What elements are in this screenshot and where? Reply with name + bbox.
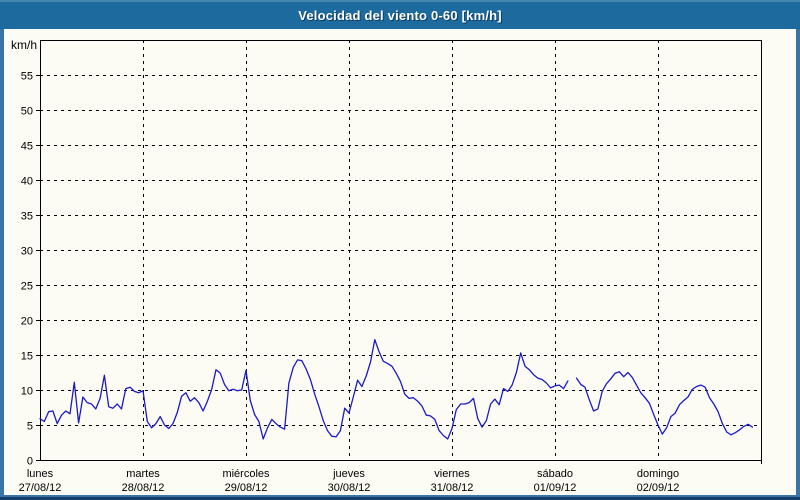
y-tick-label: 30 <box>21 246 33 258</box>
day-date-label: 31/08/12 <box>431 482 474 494</box>
y-tick-label: 50 <box>21 106 33 118</box>
y-axis-unit-label: km/h <box>11 38 37 52</box>
y-tick-label: 40 <box>21 176 33 188</box>
day-name-label: sábado <box>537 468 573 480</box>
y-tick-label: 5 <box>27 421 33 433</box>
chart-title-bar: Velocidad del viento 0-60 [km/h] <box>0 0 800 29</box>
day-date-label: 27/08/12 <box>19 482 62 494</box>
y-tick-label: 10 <box>21 386 33 398</box>
day-name-label: lunes <box>27 468 54 480</box>
y-tick-label: 35 <box>21 211 33 223</box>
y-gridlines <box>40 75 761 426</box>
x-axis-day-labels: lunes 27/08/12 martes 28/08/12 miércoles 29/0… <box>19 468 680 494</box>
day-name-label: miércoles <box>222 468 270 480</box>
day-date-label: 28/08/12 <box>122 482 165 494</box>
x-gridlines <box>143 40 659 460</box>
day-date-label: 02/09/12 <box>637 482 680 494</box>
day-name-label: martes <box>126 468 160 480</box>
y-tick-label: 15 <box>21 351 33 363</box>
day-name-label: jueves <box>332 468 365 480</box>
y-tick-label: 20 <box>21 316 33 328</box>
y-tick-labels: 0 5 10 15 20 25 30 35 40 45 50 55 <box>21 71 33 468</box>
wind-speed-series-line <box>39 338 754 440</box>
day-date-label: 01/09/12 <box>534 482 577 494</box>
y-tick-label: 45 <box>21 141 33 153</box>
y-tick-marks <box>36 75 40 461</box>
day-date-label: 30/08/12 <box>328 482 371 494</box>
day-date-label: 29/08/12 <box>225 482 268 494</box>
y-tick-label: 25 <box>21 281 33 293</box>
day-name-label: viernes <box>434 468 470 480</box>
y-tick-label: 0 <box>27 456 33 468</box>
day-name-label: domingo <box>637 468 679 480</box>
chart-title: Velocidad del viento 0-60 [km/h] <box>298 8 502 23</box>
y-tick-label: 55 <box>21 71 33 83</box>
plot-border <box>40 40 762 461</box>
